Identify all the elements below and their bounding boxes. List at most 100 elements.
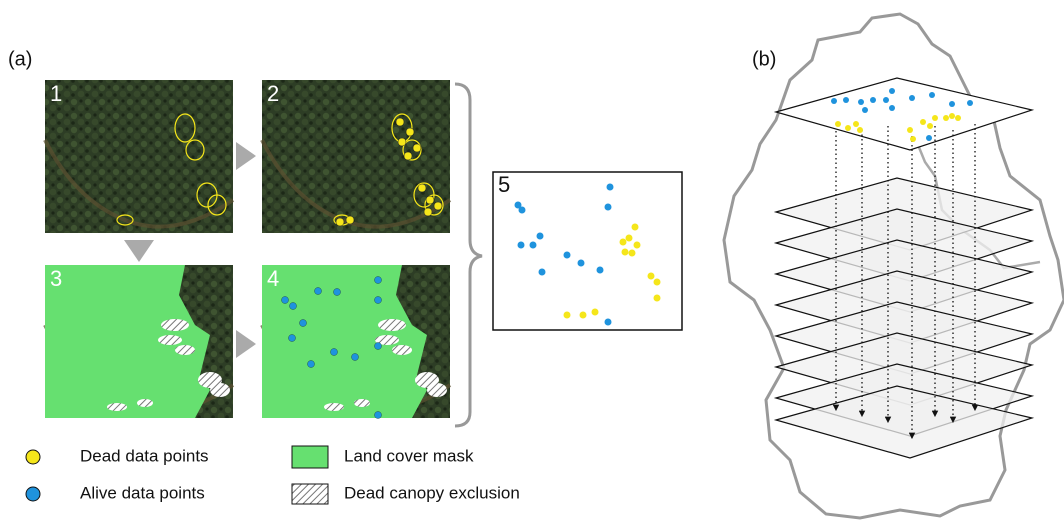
alive-point — [926, 135, 932, 141]
dead-point — [835, 121, 841, 127]
dead-point — [621, 248, 629, 256]
alive-point — [514, 201, 522, 209]
alive-point — [604, 203, 612, 211]
legend-marker — [291, 445, 329, 469]
dead-point — [579, 311, 587, 319]
alive-point — [307, 360, 315, 368]
arrow — [124, 240, 154, 262]
legend-label: Land cover mask — [344, 446, 474, 465]
alive-point — [577, 259, 585, 267]
step-number: 2 — [267, 81, 279, 106]
dead-canopy-exclusion — [210, 383, 230, 397]
alive-point — [949, 101, 955, 107]
dead-point — [403, 151, 413, 161]
alive-point — [831, 98, 837, 104]
dead-point — [907, 127, 913, 133]
legend-marker — [25, 449, 41, 465]
dead-canopy-exclusion — [427, 383, 447, 397]
dead-canopy-outline — [116, 214, 134, 226]
alive-point — [374, 296, 382, 304]
panel-label: (a) — [8, 48, 32, 70]
dead-point — [910, 136, 916, 142]
legend-marker — [291, 483, 329, 505]
alive-point — [870, 97, 876, 103]
dead-canopy-exclusion — [378, 319, 406, 331]
alive-point — [351, 353, 359, 361]
dead-point — [425, 195, 435, 205]
alive-point — [314, 287, 322, 295]
satellite-image — [262, 80, 450, 233]
alive-point — [529, 241, 537, 249]
dead-point — [857, 127, 863, 133]
dead-canopy-exclusion — [107, 403, 127, 411]
dead-canopy-exclusion — [354, 399, 370, 407]
alive-point — [281, 296, 289, 304]
alive-point — [374, 342, 382, 350]
dead-point — [943, 115, 949, 121]
dead-point — [949, 113, 955, 119]
alive-point — [909, 95, 915, 101]
dead-canopy-exclusion — [392, 345, 412, 355]
dead-point — [417, 183, 427, 193]
alive-point — [374, 411, 382, 419]
arrow — [236, 330, 256, 358]
dead-point — [345, 215, 355, 225]
legend-label: Alive data points — [80, 483, 205, 502]
alive-point — [862, 107, 868, 113]
dead-point — [920, 119, 926, 125]
dead-canopy-outline — [424, 194, 444, 216]
alive-point — [517, 241, 525, 249]
alive-point — [889, 105, 895, 111]
raster-layer — [773, 385, 1035, 459]
alive-point — [374, 276, 382, 284]
dead-point — [433, 201, 443, 211]
alive-point — [883, 97, 889, 103]
alive-point — [606, 183, 614, 191]
step-number: 5 — [498, 172, 510, 197]
alive-point — [604, 318, 612, 326]
dead-point — [412, 143, 422, 153]
dead-point — [423, 207, 433, 217]
alive-point — [518, 206, 526, 214]
dead-point — [591, 308, 599, 316]
dead-point — [927, 123, 933, 129]
alive-point — [843, 97, 849, 103]
point-layer — [773, 77, 1035, 151]
dead-point — [932, 115, 938, 121]
alive-point — [289, 302, 297, 310]
panel-label: (b) — [752, 48, 776, 70]
alive-point — [333, 288, 341, 296]
dead-canopy-exclusion — [161, 319, 189, 331]
dead-point — [397, 137, 407, 147]
dead-canopy-exclusion — [375, 335, 399, 345]
dead-point — [628, 249, 636, 257]
legend-label: Dead canopy exclusion — [344, 483, 520, 502]
dead-point — [653, 278, 661, 286]
dead-point — [653, 294, 661, 302]
alive-point — [538, 268, 546, 276]
forest-track — [43, 139, 235, 229]
dead-point — [845, 125, 851, 131]
dead-canopy-outline — [207, 194, 227, 216]
step-number: 3 — [50, 266, 62, 291]
alive-point — [536, 232, 544, 240]
dead-point — [395, 117, 405, 127]
dead-point — [625, 234, 633, 242]
dead-canopy-outline — [174, 113, 196, 143]
arrow — [236, 142, 256, 170]
dead-point — [955, 115, 961, 121]
dead-canopy-exclusion — [175, 345, 195, 355]
alive-point — [330, 348, 338, 356]
step-number: 1 — [50, 81, 62, 106]
alive-point — [299, 319, 307, 327]
dead-point — [335, 217, 345, 227]
brace — [454, 82, 483, 428]
land-cover-mask — [262, 265, 427, 418]
alive-point — [288, 334, 296, 342]
alive-point — [596, 266, 604, 274]
points-panel — [492, 171, 683, 331]
dead-canopy-exclusion — [324, 403, 344, 411]
alive-point — [967, 100, 973, 106]
dead-point — [563, 311, 571, 319]
